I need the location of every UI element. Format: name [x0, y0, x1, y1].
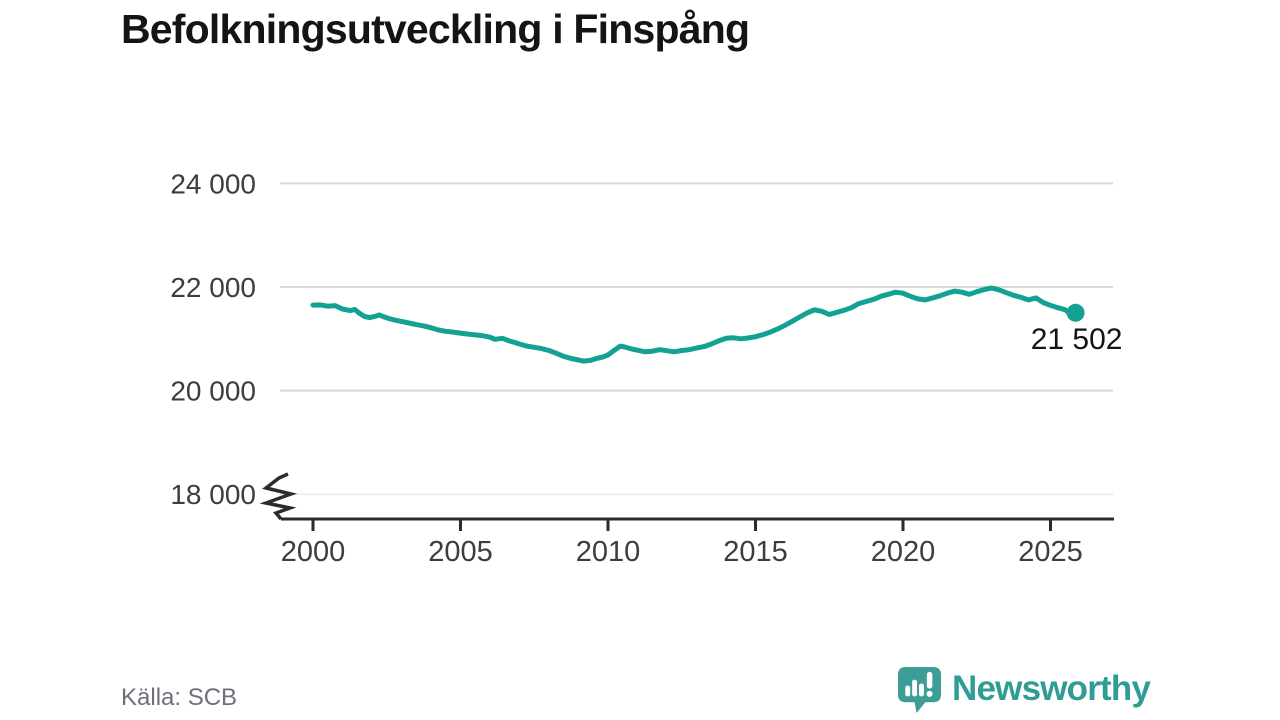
y-axis-tick-label: 24 000: [170, 168, 256, 199]
latest-value-dot: [1066, 303, 1085, 322]
page-title: Befolkningsutveckling i Finspång: [121, 6, 750, 52]
source-attribution: Källa: SCB: [121, 684, 238, 711]
population-line-series: [310, 285, 1079, 364]
newsworthy-logo: Newsworthy: [896, 664, 1151, 714]
x-axis-tick-label: 2005: [428, 536, 493, 568]
x-axis-tick-label: 2020: [871, 536, 936, 568]
y-axis-tick-label: 22 000: [170, 272, 256, 303]
exclamation-glyph-bar: [926, 671, 933, 689]
exclamation-glyph-dot: [926, 690, 933, 697]
x-axis-tick-label: 2025: [1018, 536, 1083, 568]
newsworthy-wordmark: Newsworthy: [952, 669, 1151, 708]
newsworthy-speech-bubble-chart-icon: [897, 666, 942, 713]
y-axis-tick-label: 18 000: [170, 479, 256, 510]
y-axis-tick-label: 20 000: [170, 376, 256, 407]
bar-chart-glyph-bar1: [905, 685, 911, 696]
bar-chart-glyph-bar3: [919, 683, 924, 696]
x-axis-tick-label: 2000: [281, 536, 346, 568]
latest-value-label: 21 502: [1031, 323, 1123, 356]
x-axis-tick-label: 2015: [723, 536, 788, 568]
y-axis-break-icon: [259, 472, 298, 521]
x-axis-tick-label: 2010: [576, 536, 641, 568]
bar-chart-glyph-bar2: [912, 679, 918, 696]
